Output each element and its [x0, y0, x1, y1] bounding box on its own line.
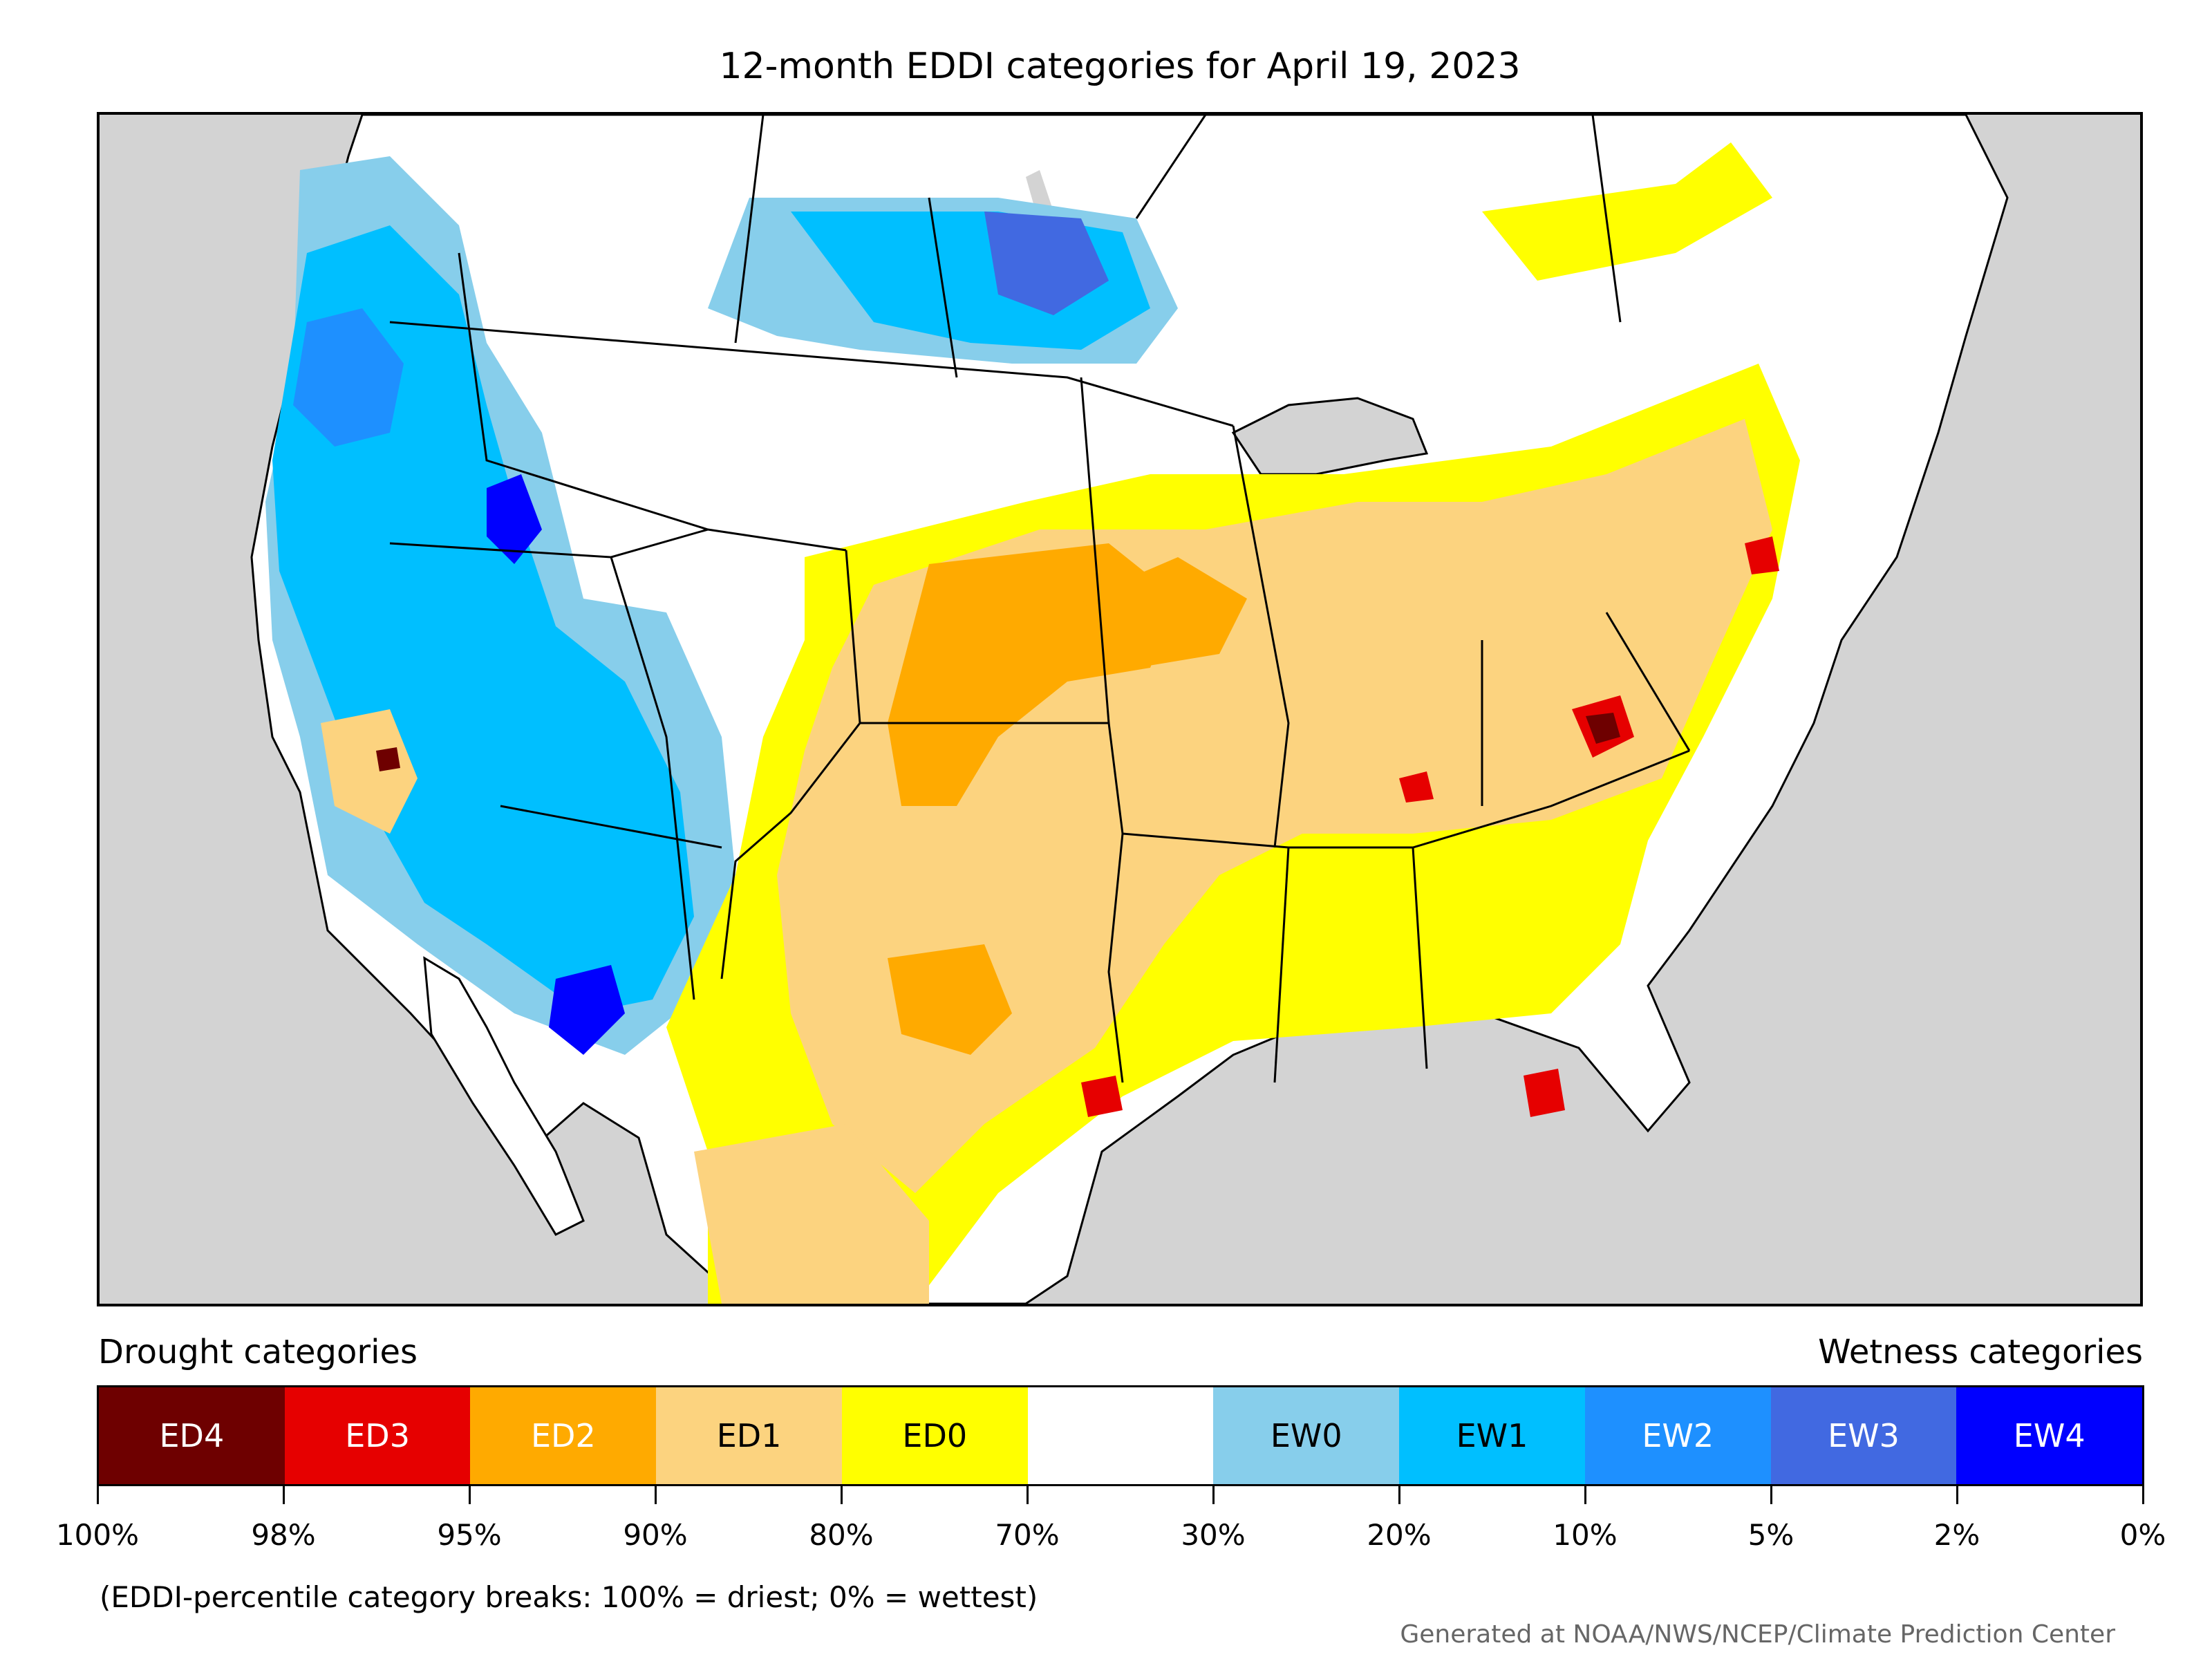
dry-region-ed2-iowa [1081, 557, 1247, 668]
colorbar-tick-label: 95% [437, 1518, 502, 1552]
category-colorbar: ED4 ED3 ED2 ED1 ED0 EW0 EW1 EW2 EW3 EW4 [97, 1385, 2144, 1486]
colorbar-tick [1770, 1486, 1772, 1504]
colorbar-tick [1027, 1486, 1029, 1504]
colorbar-tick [655, 1486, 657, 1504]
colorbar-tick-label: 2% [1933, 1518, 1980, 1552]
colorbar-tick-label: 70% [995, 1518, 1060, 1552]
colorbar-box-ed4: ED4 [99, 1387, 285, 1484]
wet-region-arizona-ew3 [549, 965, 625, 1055]
colorbar-tick [1212, 1486, 1215, 1504]
colorbar-tick-label: 90% [623, 1518, 688, 1552]
colorbar-tick [2142, 1486, 2144, 1504]
colorbar-box-ew3: EW3 [1770, 1387, 1957, 1484]
colorbar-box-ed2: ED2 [470, 1387, 657, 1484]
dry-region-ed1-california [321, 709, 418, 834]
colorbar-tick-label: 5% [1747, 1518, 1794, 1552]
colorbar-box-ew2: EW2 [1584, 1387, 1771, 1484]
wet-region-idaho-ew4 [487, 474, 542, 564]
dry-region-ed1-south-texas [694, 1124, 929, 1304]
colorbar-box-neutral [1027, 1387, 1214, 1484]
colorbar-tick [1956, 1486, 1958, 1504]
dry-region-ed2-texas [888, 944, 1012, 1055]
colorbar-box-ew4: EW4 [1956, 1387, 2143, 1484]
colorbar-box-ed1: ED1 [656, 1387, 842, 1484]
wet-region-oregon-ew2 [293, 308, 404, 447]
dry-region-ed4-california [376, 747, 400, 771]
colorbar-tick [841, 1486, 843, 1504]
colorbar-tick-label: 98% [251, 1518, 316, 1552]
colorbar-tick [283, 1486, 285, 1504]
colorbar-tick-label: 30% [1181, 1518, 1246, 1552]
colorbar-tick [1584, 1486, 1586, 1504]
colorbar-box-ed3: ED3 [284, 1387, 471, 1484]
dry-region-ed3-houston [1081, 1076, 1123, 1117]
colorbar-tick-label: 20% [1367, 1518, 1432, 1552]
drought-categories-heading: Drought categories [98, 1333, 418, 1371]
dry-region-ed0-quebec [1482, 142, 1772, 281]
credit-line: Generated at NOAA/NWS/NCEP/Climate Predi… [1400, 1620, 2115, 1649]
category-footnote: (EDDI-percentile category breaks: 100% =… [100, 1580, 1038, 1614]
land-baja [423, 956, 585, 1236]
colorbar-box-ew0: EW0 [1213, 1387, 1400, 1484]
colorbar-tick-label: 80% [809, 1518, 874, 1552]
wetness-categories-heading: Wetness categories [1818, 1333, 2143, 1371]
dry-region-ed3-florida [1524, 1069, 1565, 1117]
colorbar-tick [1398, 1486, 1400, 1504]
dry-region-ed4-virginia [1586, 713, 1620, 744]
dry-region-ed3-mass [1745, 536, 1779, 574]
state-boundaries [389, 115, 1691, 1083]
colorbar-tick-label: 0% [2119, 1518, 2166, 1552]
colorbar-tick [97, 1486, 99, 1504]
map-title: 12-month EDDI categories for April 19, 2… [719, 46, 1521, 87]
dry-region-ed3-kentucky [1399, 771, 1434, 803]
colorbar-box-ed0: ED0 [841, 1387, 1028, 1484]
wet-region-north-plains-ew3 [984, 212, 1109, 315]
colorbar-box-ew1: EW1 [1399, 1387, 1585, 1484]
map-canvas [250, 115, 2009, 1304]
colorbar-tick-label: 100% [55, 1518, 140, 1552]
eddi-map [97, 112, 2143, 1306]
colorbar-ticks [97, 1486, 2144, 1507]
colorbar-tick-label: 10% [1553, 1518, 1618, 1552]
colorbar-tick [469, 1486, 471, 1504]
